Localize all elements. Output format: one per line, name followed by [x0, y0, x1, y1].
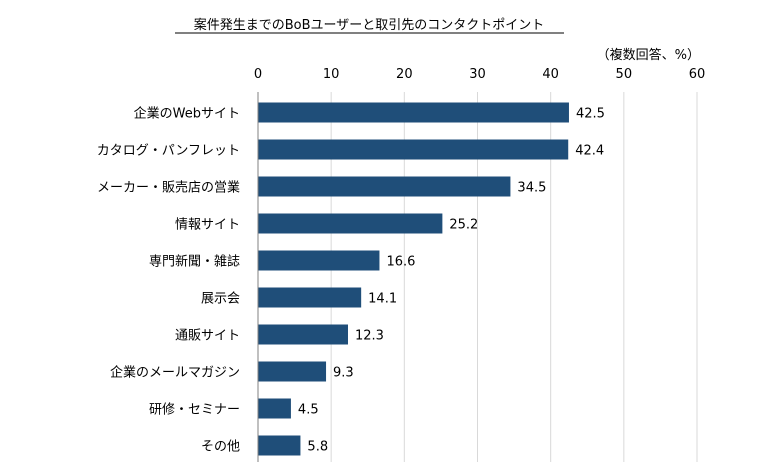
x-tick-label: 30	[469, 67, 486, 82]
bar	[258, 324, 348, 345]
x-tick-label: 60	[689, 67, 706, 82]
category-labels: 企業のWebサイトカタログ・パンフレットメーカー・販売店の営業情報サイト専門新聞…	[97, 106, 240, 455]
category-label: 企業のWebサイト	[134, 106, 240, 122]
value-label: 25.2	[449, 218, 478, 233]
unit-label: （複数回答、%）	[597, 47, 700, 63]
value-label: 34.5	[517, 181, 546, 196]
category-label: 専門新聞・雑誌	[149, 254, 240, 270]
category-label: メーカー・販売店の営業	[97, 180, 240, 196]
bar	[258, 176, 511, 197]
category-label: 展示会	[201, 292, 240, 307]
bar	[258, 213, 443, 234]
value-label: 42.4	[575, 144, 604, 159]
bars	[258, 102, 569, 456]
bar	[258, 361, 327, 382]
category-label: 研修・セミナー	[149, 403, 240, 418]
value-label: 5.8	[307, 440, 328, 455]
value-label: 12.3	[355, 329, 384, 344]
category-label: 企業のメールマガジン	[110, 365, 240, 381]
value-labels: 42.5 42.4 34.5 25.2 16.6 14.1 12.3 9.3 4.5 5.8	[298, 107, 605, 455]
value-label: 9.3	[333, 366, 354, 381]
x-tick-label: 50	[616, 67, 633, 82]
bar	[258, 250, 380, 271]
category-label: 情報サイト	[175, 218, 240, 233]
bar	[258, 398, 291, 419]
value-label: 14.1	[368, 292, 397, 307]
x-tick-label: 20	[396, 67, 413, 82]
chart-title: 案件発生までのBoBユーザーと取引先のコンタクトポイント	[194, 18, 545, 33]
bar	[258, 287, 362, 308]
category-label: その他	[201, 440, 240, 455]
bar	[258, 102, 569, 123]
category-label: カタログ・パンフレット	[97, 144, 240, 159]
x-axis-ticks: 0 10 20 30 40 50 60	[254, 67, 705, 82]
value-label: 42.5	[576, 107, 605, 122]
category-label: 通販サイト	[175, 329, 240, 344]
value-label: 4.5	[298, 403, 319, 418]
x-tick-label: 40	[542, 67, 559, 82]
x-tick-label: 0	[254, 67, 262, 82]
x-tick-label: 10	[323, 67, 340, 82]
bar	[258, 139, 569, 160]
bar	[258, 435, 301, 456]
value-label: 16.6	[386, 255, 415, 270]
